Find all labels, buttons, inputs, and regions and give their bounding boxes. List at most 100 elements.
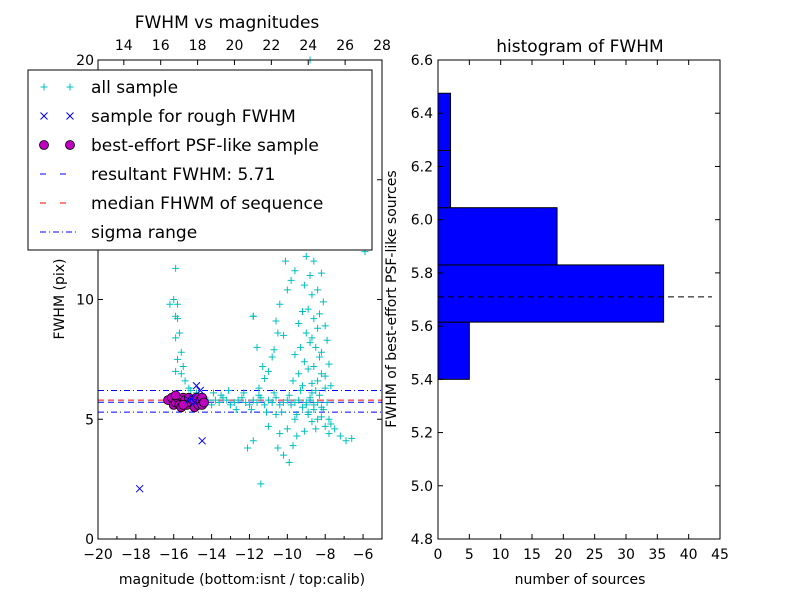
legend-label: resultant FWHM: 5.71: [91, 165, 275, 185]
histogram-xtick-label: 25: [586, 547, 604, 563]
all-sample-point: [327, 420, 335, 428]
histogram-ticks: 0 5 10 15 20 25 30 35 40 45 4.8 5.0 5.2 5.4 5.6 5.8 6.0 6…: [411, 53, 729, 563]
all-sample-point: [263, 408, 271, 416]
all-sample-point: [289, 377, 297, 385]
all-sample-point: [312, 343, 320, 351]
scatter-xtick-label: −18: [121, 547, 151, 563]
all-sample-point: [312, 387, 320, 395]
scatter-xtick-label: −8: [315, 547, 336, 563]
all-sample-point: [276, 401, 284, 409]
all-sample-point: [281, 257, 289, 265]
all-sample-point: [327, 382, 335, 390]
best-effort-point: [199, 397, 209, 408]
all-sample-point: [177, 370, 185, 378]
legend-entry: best-effort PSF-like sample: [39, 136, 319, 156]
legend-label: sigma range: [91, 223, 197, 243]
legend-label: best-effort PSF-like sample: [91, 136, 319, 156]
legend-marker: [66, 83, 74, 91]
all-sample-point: [283, 396, 291, 404]
all-sample-point: [316, 310, 324, 318]
rough-sample-point: [198, 436, 206, 445]
histogram-ytick-label: 5.6: [411, 319, 433, 335]
all-sample-point: [261, 401, 269, 409]
all-sample-point: [297, 387, 305, 395]
all-sample-point: [336, 432, 344, 440]
all-sample-point: [257, 480, 265, 488]
all-sample-point: [293, 432, 301, 440]
all-sample-point: [175, 329, 183, 337]
scatter-top-tick-label: 24: [299, 38, 317, 54]
all-sample-point: [317, 403, 325, 411]
histogram-xtick-label: 45: [711, 547, 729, 563]
all-sample-point: [211, 396, 219, 404]
rough-sample-point: [188, 393, 197, 402]
histogram-title: histogram of FWHM: [496, 37, 663, 57]
best-effort-point: [178, 399, 189, 410]
all-sample-point: [276, 300, 284, 308]
histogram-ytick-label: 5.4: [411, 372, 433, 388]
scatter-top-tick-label: 26: [336, 38, 354, 54]
histogram-ytick-label: 6.0: [411, 213, 433, 229]
scatter-xtick-label: −16: [159, 547, 189, 563]
all-sample-point: [291, 351, 299, 359]
all-sample-point: [209, 389, 217, 397]
histogram-ytick-label: 4.8: [411, 532, 433, 548]
all-sample-point: [295, 396, 303, 404]
all-sample-point: [331, 425, 339, 433]
all-sample-point: [297, 343, 305, 351]
all-sample-point: [283, 286, 291, 294]
legend-label: sample for rough FWHM: [91, 107, 296, 127]
all-sample-point: [312, 425, 320, 433]
scatter-xtick-label: −10: [273, 547, 303, 563]
all-sample-point: [321, 322, 329, 330]
all-sample-point: [232, 406, 240, 414]
all-sample-point: [308, 379, 316, 387]
all-sample-point: [264, 396, 272, 404]
legend-entry: sigma range: [40, 223, 197, 243]
all-sample-point: [310, 315, 318, 323]
histogram-xtick-label: 40: [680, 547, 698, 563]
all-sample-point: [240, 389, 248, 397]
all-sample-point: [272, 394, 280, 402]
all-sample-point: [272, 317, 280, 325]
all-sample-point: [187, 387, 195, 395]
all-sample-point: [174, 315, 182, 323]
all-sample-point: [223, 396, 231, 404]
all-sample-point: [270, 389, 278, 397]
all-sample-point: [317, 269, 325, 277]
all-sample-point: [285, 458, 293, 466]
histogram-xtick-label: 35: [648, 547, 666, 563]
all-sample-point: [302, 398, 310, 406]
all-sample-point: [302, 252, 310, 260]
all-sample-point: [314, 415, 322, 423]
scatter-frame: [97, 59, 383, 540]
all-sample-point: [259, 363, 267, 371]
all-sample-point: [274, 329, 282, 337]
all-sample-point: [298, 382, 306, 390]
all-sample-point: [321, 384, 329, 392]
all-sample-point: [319, 298, 327, 306]
all-sample-point: [247, 406, 255, 414]
all-sample-point: [314, 398, 322, 406]
all-sample-point: [342, 437, 350, 445]
all-sample-point: [225, 387, 233, 395]
histogram-ytick-label: 5.8: [411, 266, 433, 282]
all-sample-point: [174, 300, 182, 308]
legend-entry: all sample: [40, 78, 178, 98]
all-sample-point: [253, 398, 261, 406]
histogram-ytick-label: 6.4: [411, 106, 433, 122]
all-sample-point: [249, 396, 257, 404]
histogram-bar: [437, 207, 558, 266]
rough-sample-point: [135, 484, 144, 493]
all-sample-point: [280, 398, 288, 406]
all-sample-point: [323, 336, 331, 344]
histogram-xtick-label: 20: [554, 547, 572, 563]
rough-sample-point: [196, 386, 205, 395]
all-sample-point: [174, 355, 182, 363]
scatter-top-tick-label: 18: [189, 38, 207, 54]
all-sample-point: [268, 353, 276, 361]
scatter-xtick-label: −6: [353, 547, 374, 563]
all-sample-point: [316, 353, 324, 361]
all-sample-point: [268, 398, 276, 406]
